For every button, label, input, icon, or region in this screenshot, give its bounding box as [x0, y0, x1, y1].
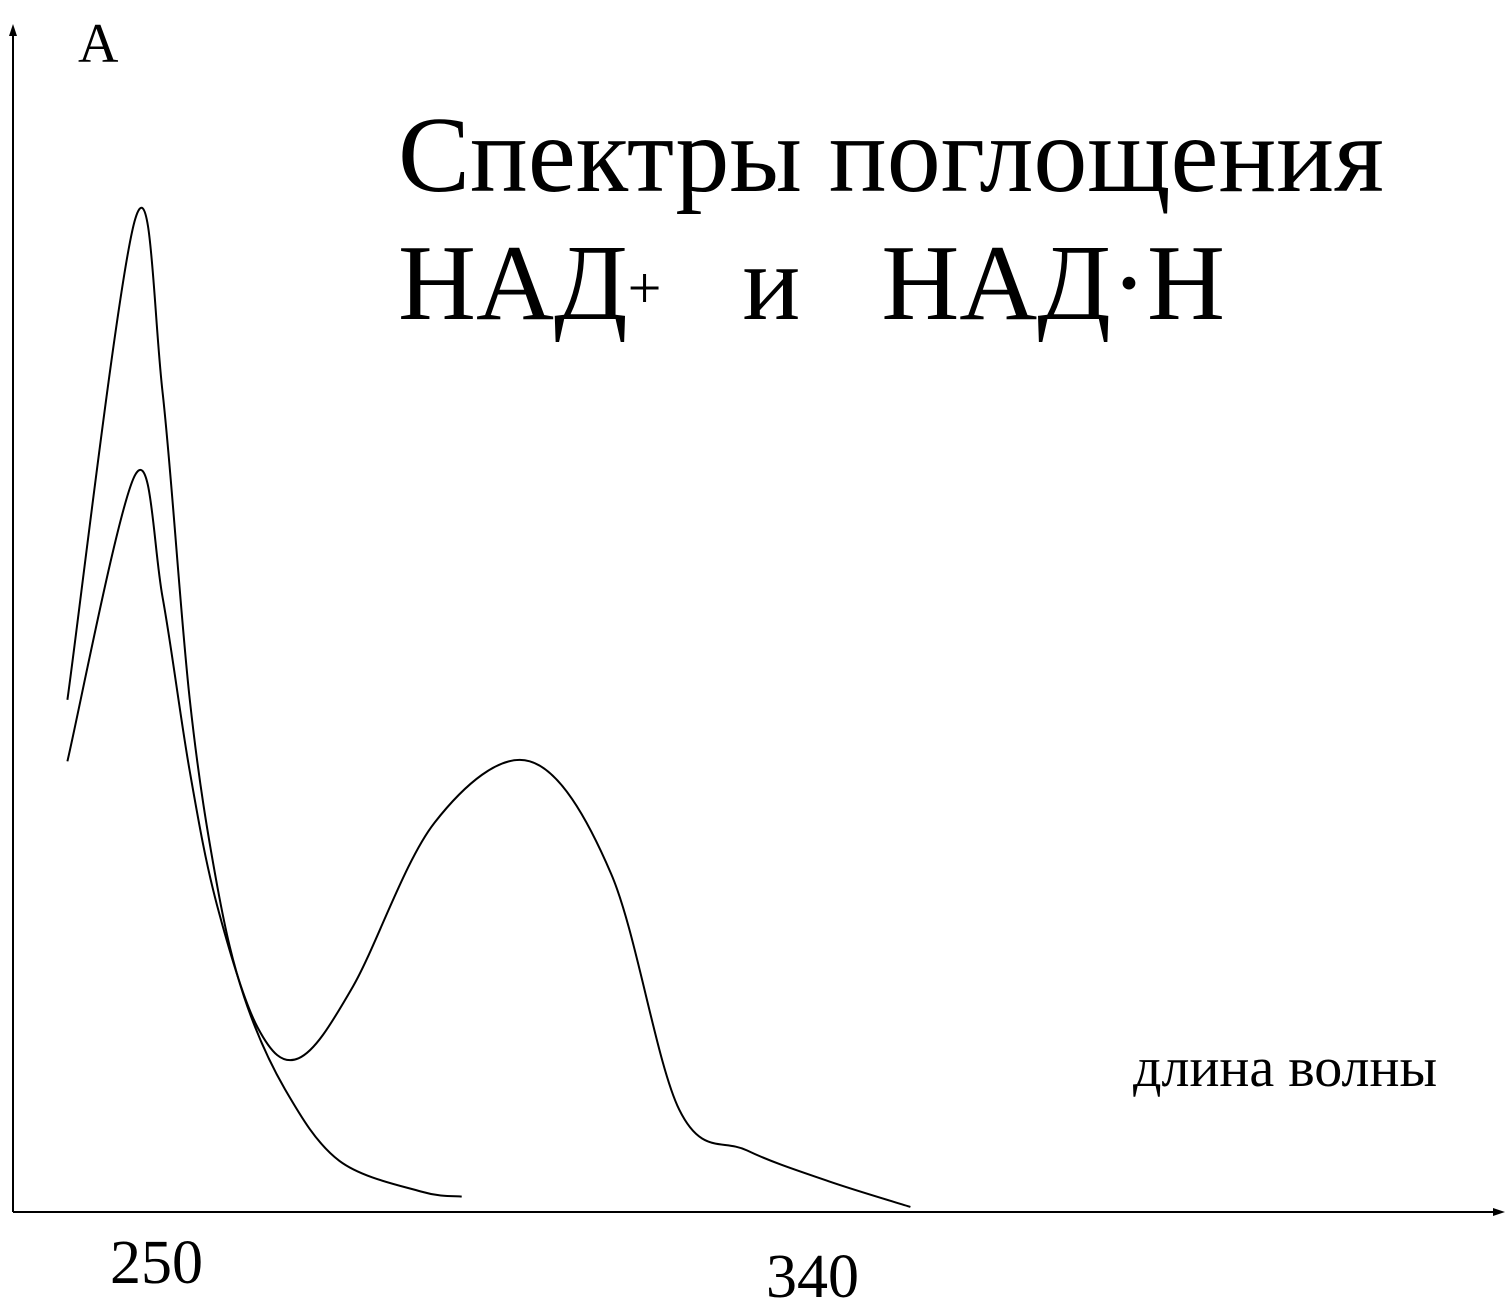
- chart-title: Спектры поглощения НАД+ и НАД·Н: [398, 92, 1384, 348]
- series-line-2: [66, 469, 911, 1208]
- y-axis-arrow: [9, 24, 17, 36]
- title-plus-superscript: +: [627, 255, 662, 321]
- title-line-1: Спектры поглощения: [398, 96, 1384, 215]
- x-axis-arrow: [1493, 1208, 1505, 1216]
- title-h: Н: [1146, 224, 1225, 343]
- x-tick-label-250: 250: [110, 1229, 203, 1297]
- title-conjunction: и: [742, 224, 801, 343]
- title-line-2: НАД+ и НАД·Н: [398, 220, 1384, 348]
- series-line-1: [66, 207, 462, 1198]
- y-axis-label: А: [78, 13, 119, 75]
- title-dot: ·: [1110, 224, 1147, 343]
- title-nad-reduced: НАД: [881, 224, 1111, 343]
- title-nad-oxidized: НАД: [398, 224, 628, 343]
- series-layer: [66, 207, 911, 1208]
- x-tick-label-340: 340: [766, 1243, 859, 1311]
- x-axis-label: длина волны: [1133, 1037, 1438, 1099]
